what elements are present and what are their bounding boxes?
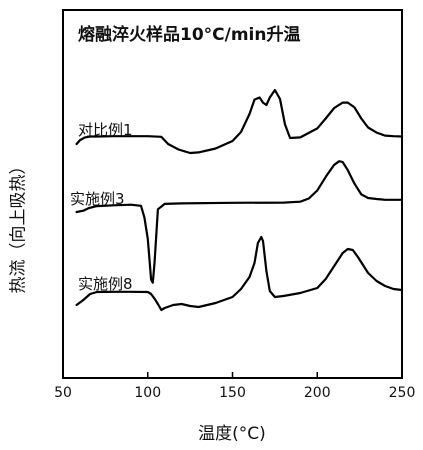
series-label-3: 实施例8 <box>78 275 133 293</box>
y-axis-label: 热流（向上吸热） <box>8 157 29 293</box>
series-labels: 对比例1 实施例3 实施例8 <box>70 121 133 293</box>
x-tick-label: 150 <box>219 385 246 401</box>
chart-title: 熔融淬火样品10°C/min升温 <box>78 24 301 45</box>
x-axis: 50 100 150 200 250 <box>54 372 415 401</box>
x-tick-label: 250 <box>389 385 416 401</box>
x-axis-label: 温度(°C) <box>198 424 266 444</box>
series-line-2 <box>75 160 404 284</box>
series-label-2: 实施例3 <box>70 190 125 208</box>
x-tick-label: 100 <box>134 385 161 401</box>
x-tick-label: 200 <box>304 385 331 401</box>
y-axis-label-wrap: 热流（向上吸热） <box>3 120 29 330</box>
plot-series <box>75 88 404 312</box>
series-label-1: 对比例1 <box>78 121 133 139</box>
x-tick-label: 50 <box>54 385 72 401</box>
series-line-3 <box>75 235 404 312</box>
series-line-1 <box>75 88 404 155</box>
